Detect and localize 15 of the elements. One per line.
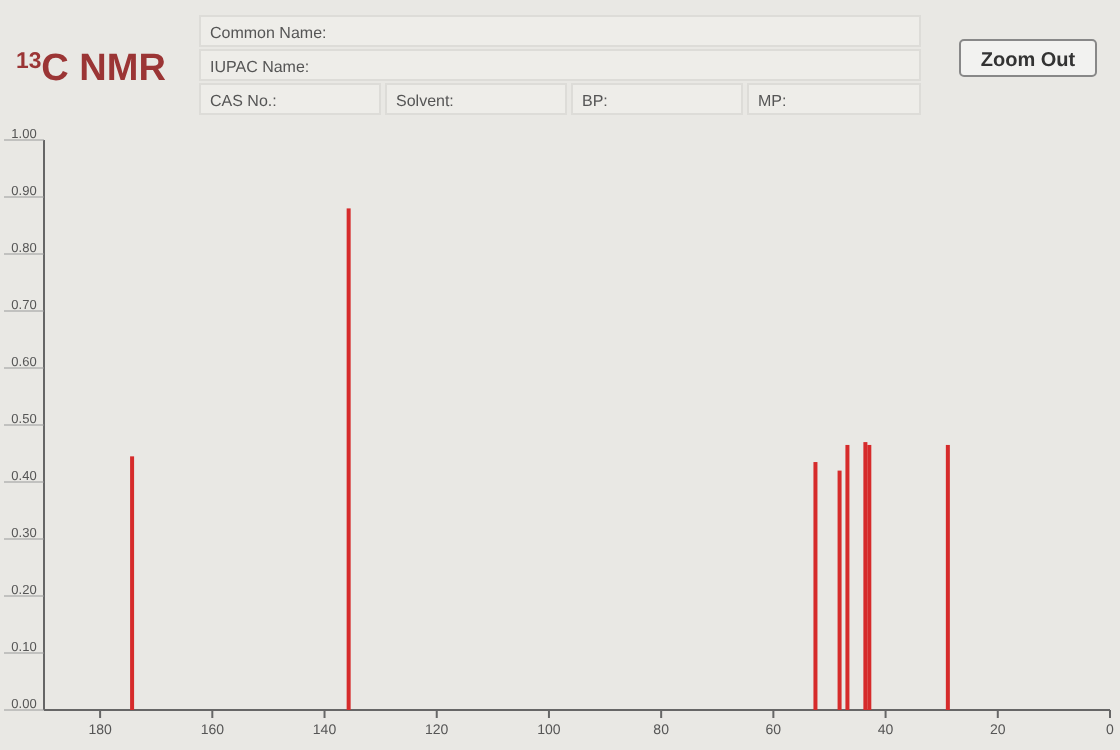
text: CAS No.: <box>210 92 277 110</box>
bar <box>945 444 950 710</box>
text: Zoom Out <box>980 50 1077 72</box>
text: IUPAC Name: <box>210 58 310 76</box>
text: Common Name: <box>210 24 327 42</box>
text: Solvent: <box>396 92 454 110</box>
chart-title: $^{13}$C NMR <box>16 48 167 90</box>
bar <box>845 444 850 710</box>
bar <box>813 462 818 710</box>
bar <box>346 208 351 710</box>
bar <box>863 442 868 710</box>
bar <box>867 444 872 710</box>
bar <box>130 456 135 710</box>
text: MP: <box>758 92 787 110</box>
text: BP: <box>582 92 608 110</box>
